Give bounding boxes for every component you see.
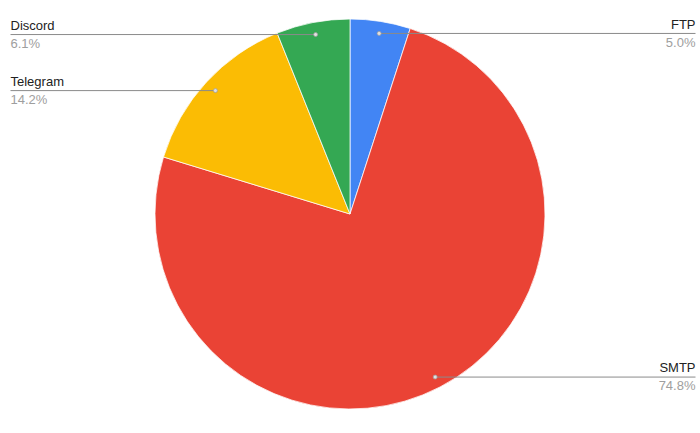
- svg-text:Discord: Discord: [11, 18, 55, 33]
- svg-text:FTP: FTP: [671, 17, 696, 32]
- svg-text:14.2%: 14.2%: [11, 92, 48, 107]
- svg-text:6.1%: 6.1%: [11, 36, 41, 51]
- svg-text:74.8%: 74.8%: [659, 378, 696, 393]
- svg-text:Telegram: Telegram: [11, 74, 64, 89]
- svg-text:SMTP: SMTP: [659, 360, 695, 375]
- svg-text:5.0%: 5.0%: [666, 35, 696, 50]
